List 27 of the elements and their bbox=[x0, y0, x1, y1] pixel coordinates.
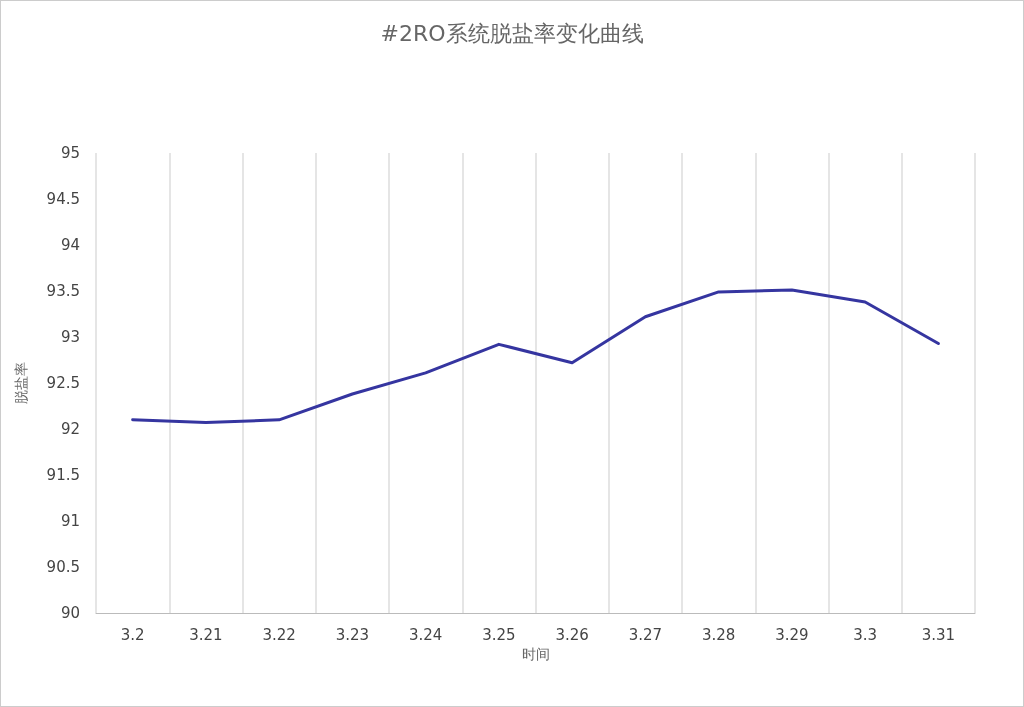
y-tick-label: 94.5 bbox=[46, 190, 80, 208]
chart-title: #2RO系统脱盐率变化曲线 bbox=[380, 20, 644, 46]
y-tick-label: 94 bbox=[60, 236, 80, 254]
x-tick-label: 3.21 bbox=[189, 625, 223, 644]
line-series bbox=[131, 288, 940, 425]
y-tick-label: 91 bbox=[60, 512, 80, 530]
y-tick-label: 95 bbox=[60, 144, 80, 162]
x-tick-label: 3.25 bbox=[482, 625, 516, 644]
x-axis-title: 时间 bbox=[521, 645, 550, 662]
x-tick-label: 3.27 bbox=[628, 625, 663, 644]
y-tick-label: 92 bbox=[60, 420, 80, 438]
x-tick-label: 3.2 bbox=[120, 625, 145, 644]
y-tick-label: 91.5 bbox=[46, 466, 80, 484]
x-tick-label: 3.22 bbox=[262, 625, 296, 644]
y-tick-label: 93 bbox=[60, 328, 80, 346]
x-tick-label: 3.28 bbox=[701, 625, 736, 644]
y-tick-label: 92.5 bbox=[46, 374, 80, 392]
x-tick-label: 3.24 bbox=[408, 625, 443, 644]
y-axis-title: 脱盐率 bbox=[13, 362, 29, 404]
x-tick-label: 3.3 bbox=[853, 625, 878, 644]
y-tick-label: 90.5 bbox=[46, 558, 80, 576]
x-tick-label: 3.29 bbox=[775, 625, 809, 644]
y-tick-label: 93.5 bbox=[46, 282, 80, 300]
x-tick-label: 3.31 bbox=[921, 625, 956, 644]
x-tick-label: 3.26 bbox=[555, 625, 589, 644]
x-tick-label: 3.23 bbox=[335, 625, 370, 644]
y-tick-label: 90 bbox=[60, 604, 80, 622]
